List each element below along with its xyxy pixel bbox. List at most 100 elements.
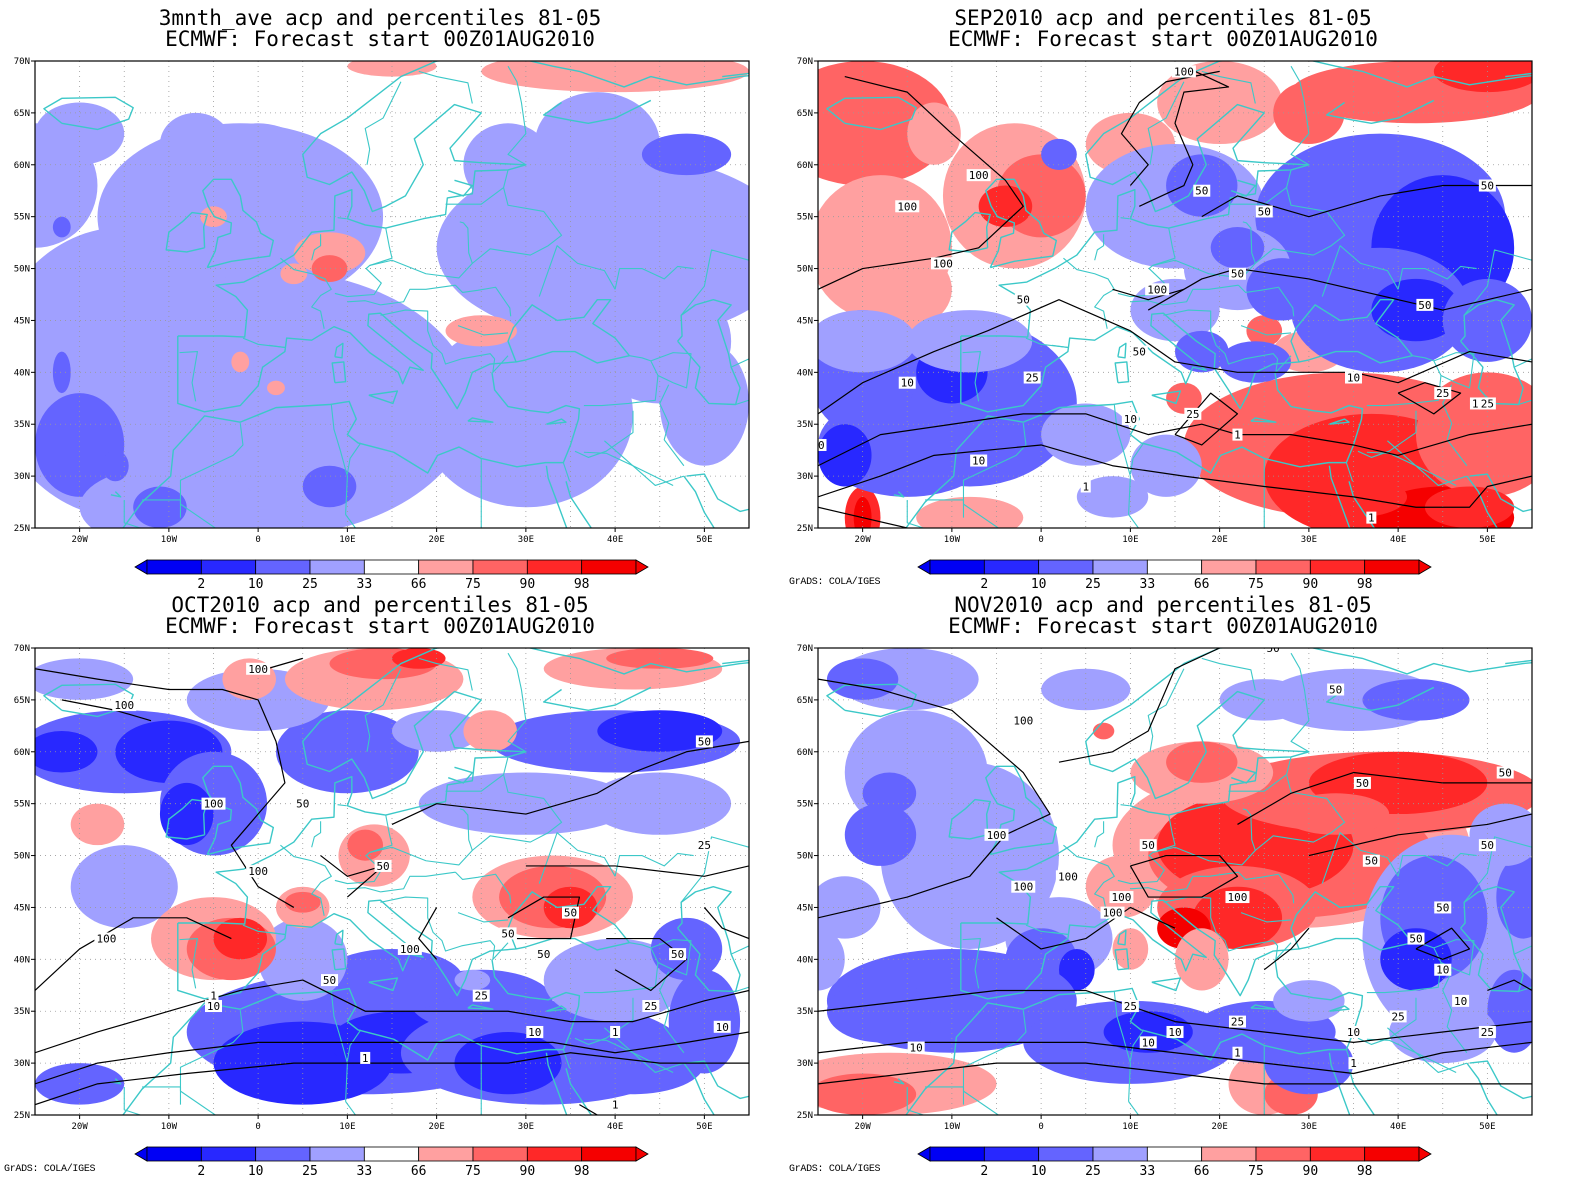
contour-label: 25 [644,1000,657,1013]
colorbar-arrow-right [1418,1146,1432,1162]
country-border [123,1086,141,1115]
lat-label: 35N [14,420,30,430]
lat-label: 60N [797,161,813,171]
grads-credit: GrADS: COLA/IGES [4,1164,96,1175]
contour-label-bg [1023,371,1041,384]
contour-line [818,1062,1532,1085]
lon-label: 20W [71,535,88,545]
contour-label: 100 [96,933,116,946]
colorbar-swatch [363,1146,420,1162]
panel-oct2010: OCT2010 acp and percentiles 81-05 ECMWF:… [0,587,770,1182]
contour-label: 50 [1481,839,1494,852]
country-border [1290,652,1310,753]
coastline [368,390,399,405]
contour-line [35,668,295,908]
country-border [180,503,217,528]
contour-label-bg [321,974,339,987]
country-border [142,499,182,518]
contour-line [1120,70,1220,186]
anomaly-area [1362,679,1470,721]
contour-label-bg [1407,932,1425,945]
colorbar-swatch [1092,1146,1148,1162]
coastline [1231,766,1257,784]
contour-label-bg [695,839,713,852]
lat-label: 35N [14,1007,30,1017]
anomaly-area [280,263,308,285]
contour-label: 50 [698,735,711,748]
contour-label: 25 [698,839,711,852]
panel-nov2010: NOV2010 acp and percentiles 81-05 ECMWF:… [783,587,1553,1182]
coastline [683,475,749,528]
coastline [722,72,749,78]
map-frame [817,647,1533,1116]
lon-label: 10W [161,535,178,545]
country-border [380,896,496,952]
lat-label: 40N [14,955,30,965]
contour-label-bg [1184,407,1202,420]
colorbar-label: 66 [411,577,427,592]
panel-title: NOV2010 acp and percentiles 81-05 [954,593,1372,617]
coastline [985,765,1057,856]
lon-label: 40E [1390,1122,1406,1132]
country-border [454,871,512,904]
country-border [1113,991,1131,1102]
lon-label: 40E [607,1122,623,1132]
country-border [471,169,563,264]
contour-label-bg [1362,854,1380,867]
panel-title: SEP2010 acp and percentiles 81-05 [954,6,1372,30]
lat-label: 70N [797,644,813,654]
contour-line [818,75,1024,290]
colorbar-label: 98 [1357,1164,1373,1179]
anomaly-area [70,803,125,846]
colorbar-swatch [929,559,985,575]
anomaly-area [159,782,214,846]
lat-label: 70N [14,57,30,67]
country-border [311,821,322,848]
country-border [280,257,332,329]
contour-label-bg [1232,1046,1243,1059]
contour-label: 25 [1436,387,1449,400]
lat-label: 45N [797,903,813,913]
country-border [1237,871,1295,904]
lat-label: 70N [797,57,813,67]
country-border [380,309,496,365]
coastlines [826,648,1532,1115]
contour-label: 10 [528,1026,541,1039]
coastline [334,342,344,359]
contour-label: 50 [1418,299,1431,312]
contour-label-bg [1264,648,1282,654]
country-border [1463,249,1532,316]
contour-line [418,907,438,960]
coastline [122,372,581,528]
colorbar-label: 75 [465,1164,481,1179]
coastline [677,885,741,993]
anomaly-area [1041,138,1077,170]
country-border [583,451,674,486]
lat-label: 65N [14,109,30,119]
contour-label-bg [1055,870,1080,883]
coastline [17,386,30,395]
anomaly-area [35,393,125,497]
colorbar-swatch [1201,559,1257,575]
coastline [546,1005,567,1012]
country-border [347,871,456,893]
colorbar-label: 33 [1140,577,1156,592]
country-border [180,1090,217,1115]
contour-label-bg [930,257,955,270]
panel-subtitle: ECMWF: Forecast start 00Z01AUG2010 [165,27,595,51]
country-border [604,440,685,487]
country-border [680,836,749,903]
colorbar-swatch [1364,559,1420,575]
anomaly-area [641,133,732,176]
country-border [1128,514,1140,528]
contour-line [818,678,1051,919]
country-border [337,217,347,220]
anomaly-area [1246,315,1283,347]
colorbar-swatch [1146,1146,1203,1162]
coastline [1505,659,1532,665]
contour-label: 25 [1186,408,1199,421]
shaded-anomalies [35,61,749,528]
colorbar-label: 33 [357,577,373,592]
panel-3month-average: 3mnth_ave acp and percentiles 81-05 ECMW… [0,0,770,595]
coastline [543,99,652,124]
